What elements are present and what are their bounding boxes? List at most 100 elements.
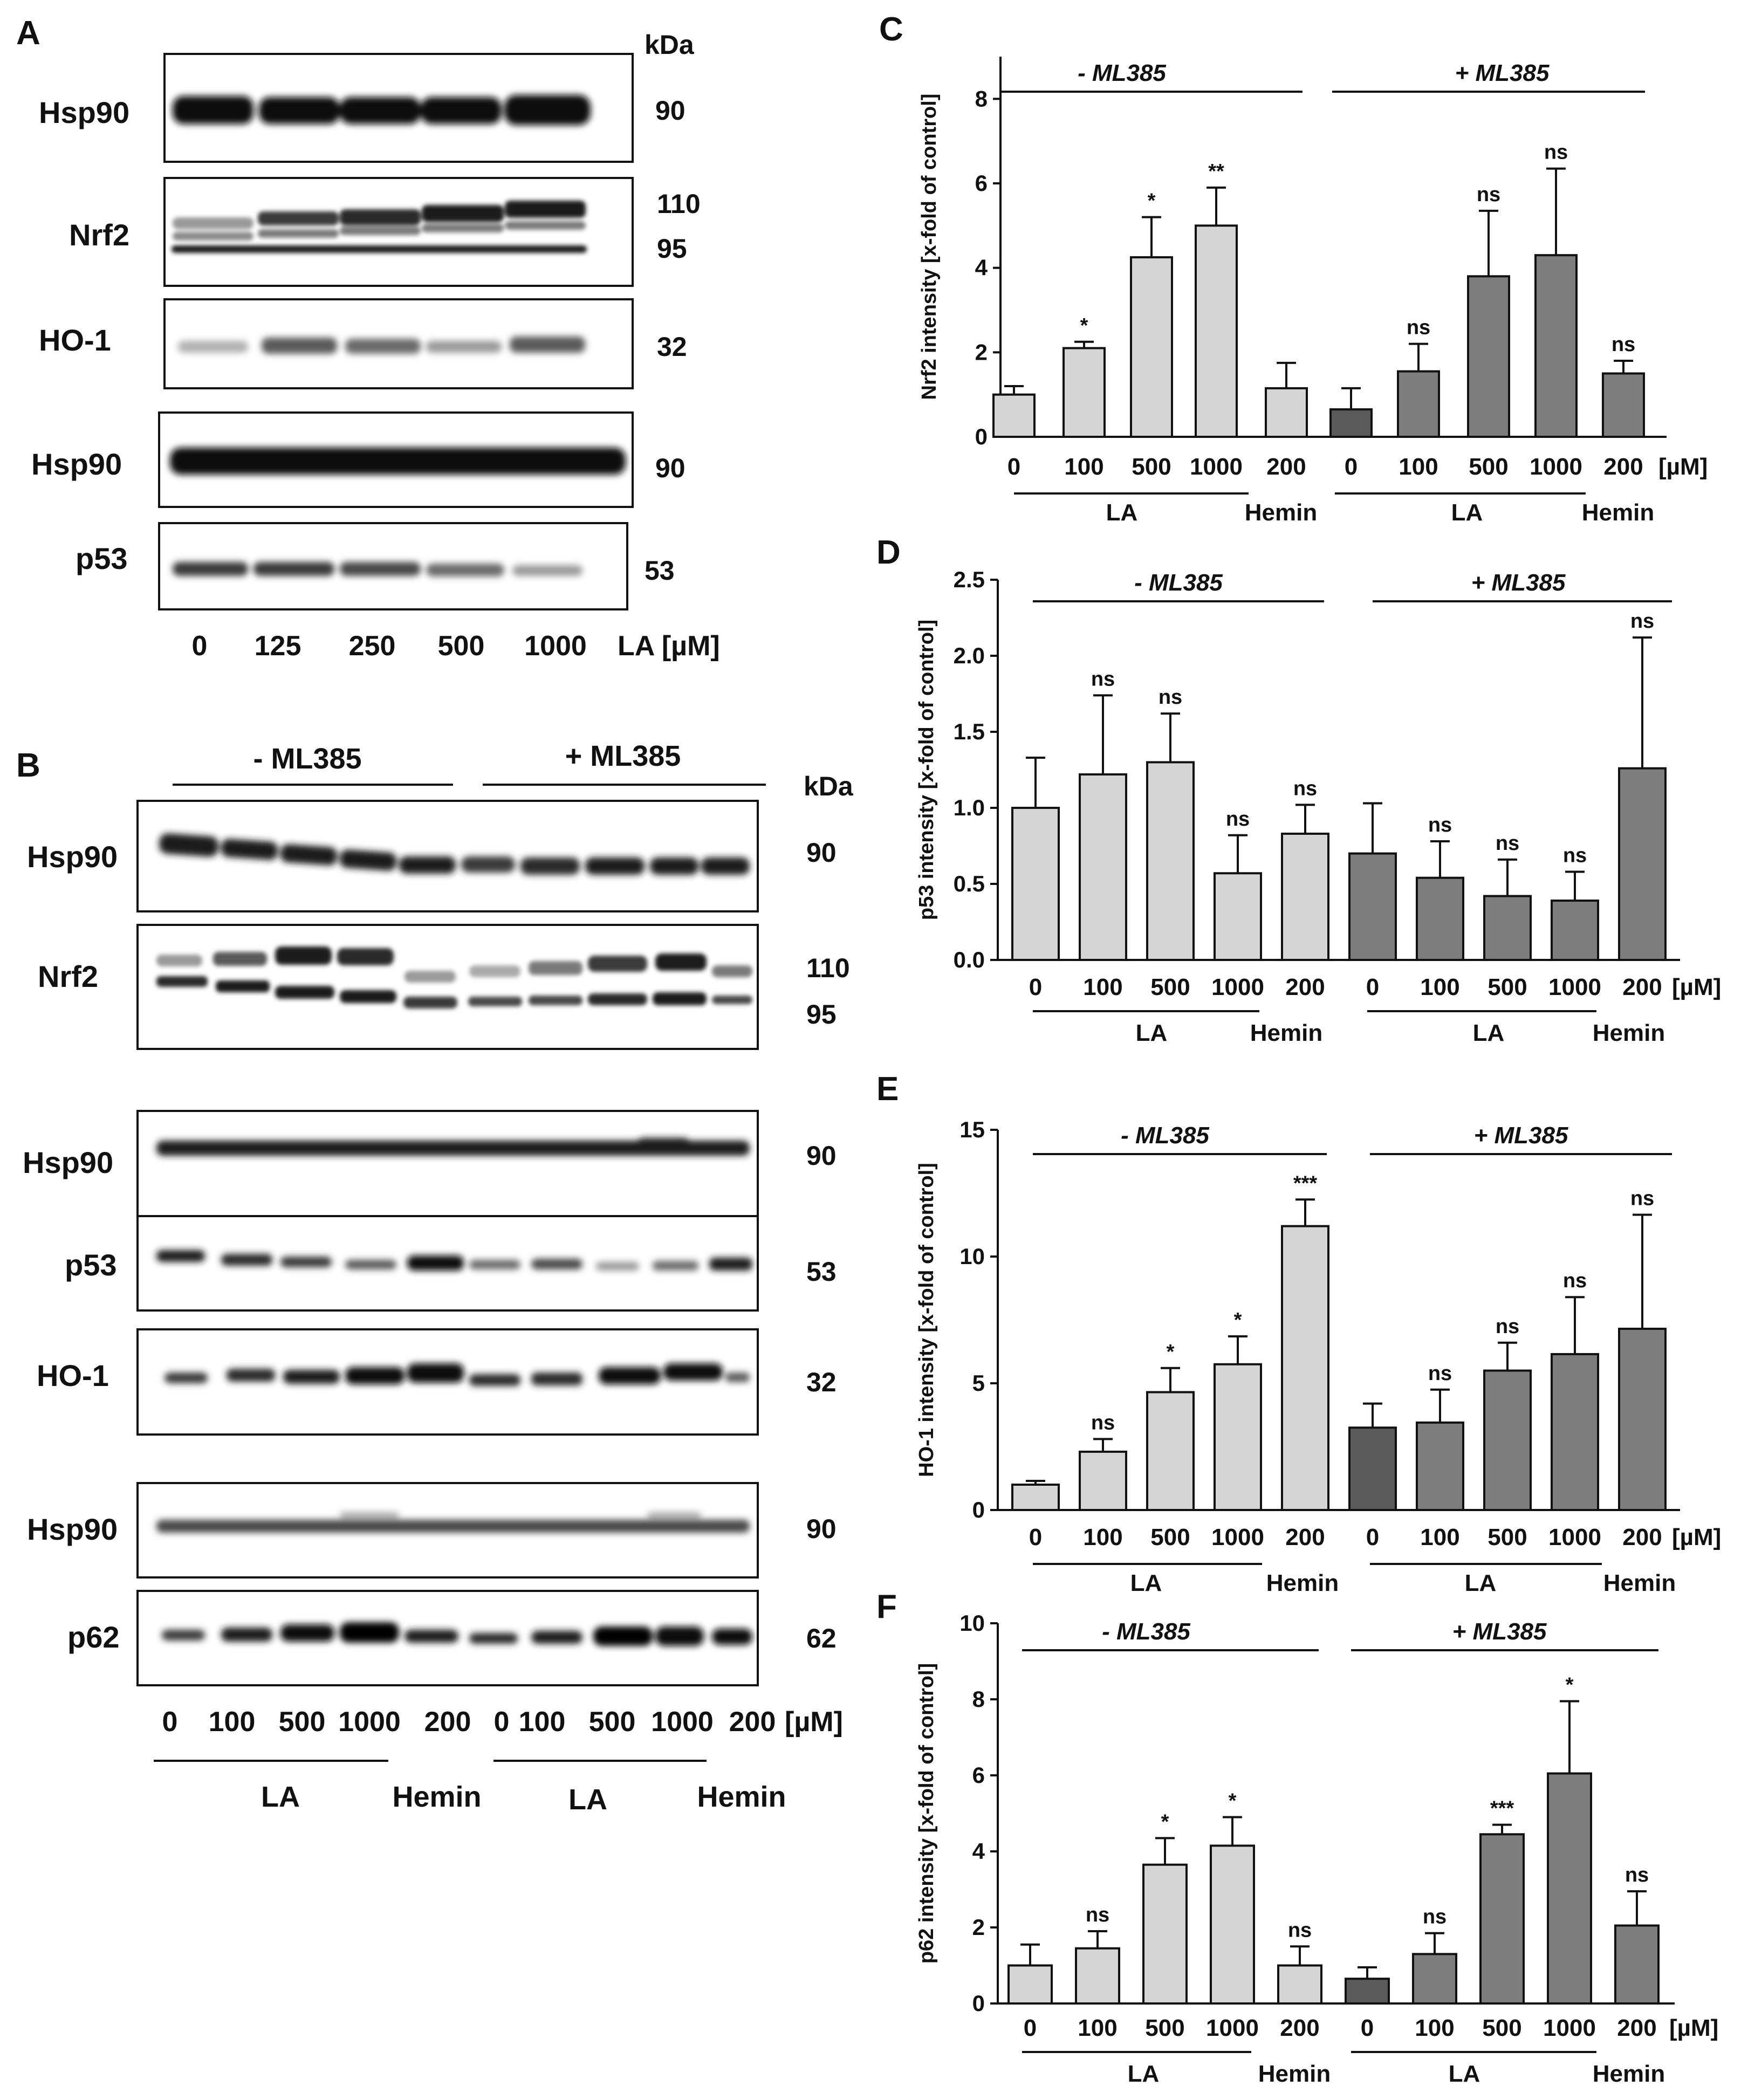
y-tick-label: 10	[959, 1244, 985, 1269]
panel-b-lane-label: 100	[209, 1706, 256, 1738]
significance-label: *	[1229, 1790, 1237, 1813]
significance-label: ns	[1496, 832, 1519, 855]
group-plus-ml385: + ML385	[1455, 60, 1550, 86]
x-tick-label: 0	[1345, 454, 1358, 480]
panel-b-lane-label: 500	[279, 1706, 326, 1738]
significance-label: ns	[1544, 141, 1568, 164]
panel-a-row-label: HO-1	[39, 323, 111, 357]
y-tick-label: 5	[972, 1370, 985, 1396]
y-tick-label: 2.0	[954, 643, 985, 668]
bar	[1397, 370, 1440, 438]
significance-label: *	[1566, 1674, 1574, 1697]
x-tick-label: 500	[1469, 454, 1508, 480]
panel-b-kda-value: 32	[806, 1367, 837, 1397]
bar	[1483, 1369, 1532, 1511]
bar	[1210, 1844, 1255, 2005]
bar	[1281, 832, 1329, 961]
treatment-label-hemin: Hemin	[1250, 1020, 1322, 1046]
panel-b-row-label: p62	[67, 1620, 120, 1654]
bar	[1348, 1426, 1397, 1511]
bar	[1416, 876, 1464, 961]
panel-a-lane-label: 500	[438, 630, 485, 662]
bar	[1467, 275, 1510, 438]
significance-label: **	[1208, 160, 1224, 183]
x-unit-label: [µM]	[1658, 454, 1708, 480]
panel-a-blot-nrf2	[163, 177, 634, 287]
panel-b-row-label: Hsp90	[27, 1512, 118, 1546]
bar	[1416, 1421, 1464, 1512]
bar	[1062, 347, 1106, 438]
y-axis-label: Nrf2 intensity [x-fold of control]	[918, 94, 941, 400]
treatment-label-hemin: Hemin	[1245, 499, 1317, 526]
x-tick-label: 500	[1482, 2015, 1521, 2041]
y-tick-label: 8	[972, 1686, 985, 1712]
bar	[1483, 895, 1532, 962]
bar	[1281, 1225, 1329, 1512]
x-tick-label: 100	[1420, 1524, 1459, 1550]
panel-b-kda-header: kDa	[804, 771, 854, 801]
treatment-label-la: LA	[1465, 1570, 1497, 1596]
x-tick-label: 100	[1415, 2015, 1454, 2041]
x-tick-label: 200	[1285, 974, 1325, 1000]
panel-a-lane-unit: LA [µM]	[618, 630, 720, 662]
panel-a-blot-ho1	[163, 298, 634, 389]
treatment-label-hemin: Hemin	[1258, 2061, 1331, 2087]
panel-b-lane-label: 100	[519, 1706, 566, 1738]
y-tick-label: 6	[972, 1762, 985, 1788]
y-tick-label: 2	[975, 339, 988, 365]
x-tick-label: 1000	[1190, 454, 1243, 480]
bar	[1265, 387, 1308, 438]
x-tick-label: 500	[1150, 1524, 1190, 1550]
x-tick-label: 500	[1145, 2015, 1184, 2041]
bar	[1479, 1833, 1525, 2005]
y-tick-label: 0	[975, 424, 988, 449]
panel-b-kda-value: 90	[806, 838, 837, 868]
x-tick-label: 100	[1078, 2015, 1117, 2041]
treatment-label-la: LA	[1106, 499, 1138, 526]
panel-b-lane-label: 200	[424, 1706, 471, 1738]
treatment-label-la: LA	[1136, 1020, 1168, 1046]
chart-p62: 0 2 4 6 8 10 p62 intensity [x-fold of control]…	[915, 1610, 1718, 2087]
x-tick-label: 500	[1132, 454, 1171, 480]
y-tick-label: 1.5	[954, 719, 985, 744]
panel-b-row-label: Hsp90	[27, 840, 118, 874]
bar	[1345, 1978, 1390, 2005]
bar	[1412, 1953, 1457, 2005]
significance-label: ns	[1226, 808, 1250, 831]
panel-a-kda-value: 95	[657, 234, 687, 264]
panel-label-a: A	[16, 15, 40, 52]
x-tick-label: 1000	[1211, 974, 1264, 1000]
bar	[1079, 773, 1127, 961]
panel-a-row-label: Hsp90	[39, 95, 129, 129]
treatment-label-hemin: Hemin	[1593, 2061, 1665, 2087]
bar	[1348, 852, 1397, 961]
panel-a-kda-value: 90	[655, 95, 686, 126]
group-minus-ml385: - ML385	[1134, 569, 1223, 596]
panel-label-d: D	[876, 534, 901, 571]
y-tick-label: 10	[959, 1610, 985, 1636]
treatment-label-la: LA	[1449, 2061, 1480, 2087]
treatment-label-la: LA	[1130, 1570, 1162, 1596]
bar	[1079, 1450, 1127, 1511]
x-tick-label: 200	[1617, 2015, 1656, 2041]
panel-b-blot-hsp90-2	[136, 1110, 759, 1220]
panel-a-blot-p53	[158, 522, 628, 610]
x-tick-label: 1000	[1548, 974, 1601, 1000]
bar	[1130, 256, 1173, 438]
panel-b-hemin-label: Hemin	[392, 1781, 481, 1813]
group-minus-ml385: - ML385	[1102, 1618, 1190, 1645]
significance-label: ns	[1625, 1864, 1649, 1886]
bar	[1142, 1863, 1188, 2005]
significance-label: ns	[1477, 183, 1500, 206]
panel-b-kda-value: 53	[806, 1257, 837, 1287]
x-tick-label: 1000	[1548, 1524, 1601, 1550]
significance-label: ns	[1423, 1906, 1447, 1929]
y-tick-label: 15	[959, 1117, 985, 1142]
group-plus-ml385: + ML385	[1474, 1122, 1568, 1149]
panel-a-blot-hsp90-2	[158, 411, 634, 508]
y-tick-label: 0.5	[954, 871, 985, 896]
x-tick-label: 500	[1487, 1524, 1527, 1550]
panel-label-c: C	[879, 11, 903, 48]
bar	[1146, 1391, 1195, 1511]
panel-label-b: B	[16, 747, 40, 784]
